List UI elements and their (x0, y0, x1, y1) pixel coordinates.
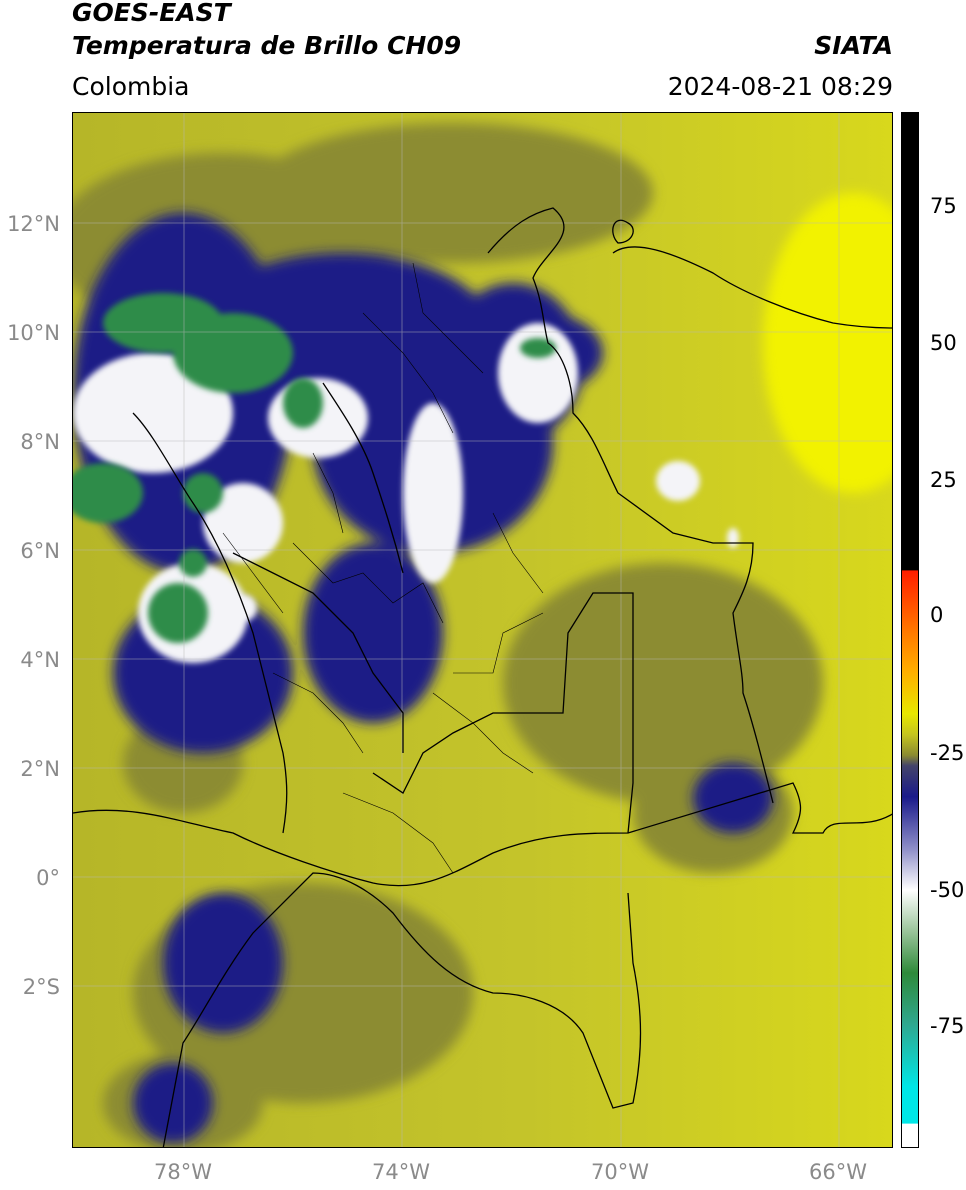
product-title: Temperatura de Brillo CH09 (72, 31, 462, 60)
region-label: Colombia (72, 72, 190, 101)
colorbar-gradient (902, 113, 918, 1147)
colorbar-tick-neg75: -75 (930, 1014, 965, 1038)
extreme-cold-tops (73, 293, 556, 643)
lon-tick-74w: 74°W (372, 1160, 430, 1184)
warm-region (763, 193, 892, 493)
satellite-map[interactable] (72, 112, 893, 1148)
lon-tick-66w: 66°W (809, 1160, 867, 1184)
colorbar-tick-50: 50 (930, 331, 957, 355)
colorbar-tick-0: 0 (930, 603, 944, 627)
lat-tick-10n: 10°N (7, 321, 60, 345)
colorbar-tick-neg25: -25 (930, 741, 965, 765)
lat-tick-0: 0° (36, 866, 60, 890)
lat-tick-2s: 2°S (22, 975, 60, 999)
lat-tick-12n: 12°N (7, 212, 60, 236)
colorbar-tick-neg50: -50 (930, 878, 965, 902)
colorbar-tick-75: 75 (930, 194, 957, 218)
colorbar-tick-25: 25 (930, 468, 957, 492)
datetime-label: 2024-08-21 08:29 (667, 72, 893, 101)
colorbar-svg (902, 113, 918, 1147)
lat-tick-4n: 4°N (20, 648, 60, 672)
lat-tick-8n: 8°N (20, 430, 60, 454)
internal-borders (222, 262, 544, 874)
lon-tick-78w: 78°W (154, 1160, 212, 1184)
country-borders (73, 207, 892, 1147)
lat-tick-2n: 2°N (20, 757, 60, 781)
source-label: SIATA (814, 31, 893, 60)
map-svg (73, 113, 892, 1147)
graticule (73, 113, 892, 1147)
lon-tick-70w: 70°W (591, 1160, 649, 1184)
colorbar (901, 112, 919, 1148)
lat-tick-6n: 6°N (20, 539, 60, 563)
satellite-title: GOES-EAST (72, 0, 231, 27)
